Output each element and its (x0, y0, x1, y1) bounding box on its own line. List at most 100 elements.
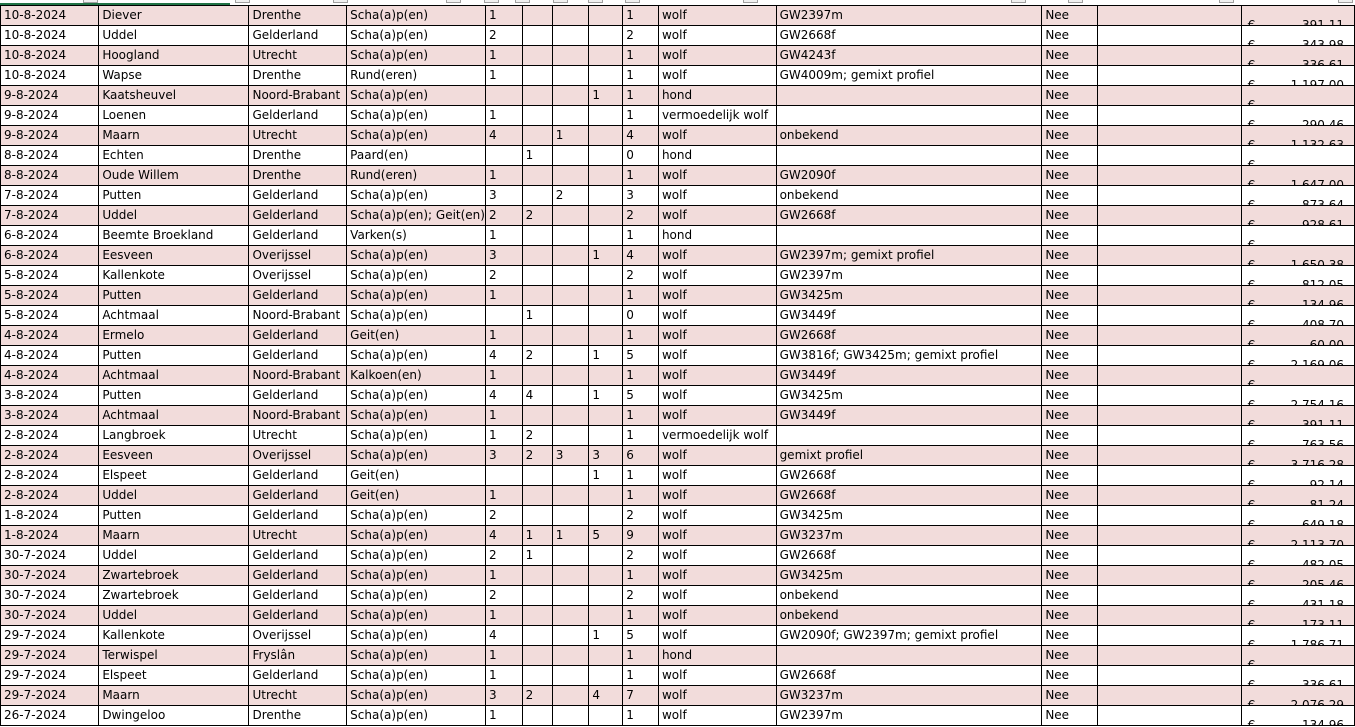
cell-count-d[interactable] (588, 225, 624, 246)
cell-count-d[interactable] (588, 545, 624, 566)
cell-animal[interactable]: Scha(a)p(en) (346, 185, 486, 206)
cell-count-c[interactable] (551, 285, 590, 306)
cell-date[interactable]: 2-8-2024 (0, 445, 100, 466)
cell-note[interactable] (1096, 405, 1242, 426)
cell-province[interactable]: Noord-Brabant (248, 405, 348, 426)
cell-count-b[interactable] (521, 325, 553, 346)
cell-gw-profile[interactable]: GW3425m (775, 565, 1043, 586)
cell-flag[interactable]: Nee (1041, 645, 1098, 666)
cell-province[interactable]: Gelderland (248, 105, 348, 126)
cell-gw-profile[interactable]: GW2668f (775, 465, 1043, 486)
cell-date[interactable]: 29-7-2024 (0, 665, 100, 686)
cell-date[interactable]: 9-8-2024 (0, 105, 100, 126)
cell-count-b[interactable] (521, 65, 553, 86)
cell-note[interactable] (1096, 425, 1242, 446)
cell-count-b[interactable] (521, 485, 553, 506)
cell-animal[interactable]: Scha(a)p(en) (346, 25, 486, 46)
cell-note[interactable] (1096, 305, 1242, 326)
cell-count-b[interactable] (521, 165, 553, 186)
cell-province[interactable]: Gelderland (248, 465, 348, 486)
cell-amount[interactable]: €1.132,63 (1240, 125, 1355, 146)
cell-place[interactable]: Maarn (98, 125, 250, 146)
cell-flag[interactable]: Nee (1041, 385, 1098, 406)
cell-province[interactable]: Gelderland (248, 325, 348, 346)
cell-count-c[interactable] (551, 305, 590, 326)
cell-flag[interactable]: Nee (1041, 265, 1098, 286)
cell-date[interactable]: 2-8-2024 (0, 485, 100, 506)
cell-count-total[interactable]: 1 (622, 65, 659, 86)
cell-count-c[interactable] (551, 405, 590, 426)
cell-note[interactable] (1096, 445, 1242, 466)
cell-date[interactable]: 30-7-2024 (0, 545, 100, 566)
cell-place[interactable]: Zwartebroek (98, 565, 250, 586)
cell-amount[interactable]: €290,46 (1240, 105, 1355, 126)
cell-count-b[interactable] (521, 245, 553, 266)
cell-flag[interactable]: Nee (1041, 125, 1098, 146)
cell-flag[interactable]: Nee (1041, 485, 1098, 506)
cell-animal[interactable]: Kalkoen(en) (346, 365, 486, 386)
cell-count-a[interactable] (484, 85, 523, 106)
cell-count-total[interactable]: 1 (622, 105, 659, 126)
cell-animal[interactable]: Scha(a)p(en) (346, 345, 486, 366)
cell-count-a[interactable]: 1 (484, 665, 523, 686)
filter-dropdown-button[interactable] (625, 0, 640, 3)
cell-animal[interactable]: Scha(a)p(en) (346, 605, 486, 626)
cell-date[interactable]: 7-8-2024 (0, 205, 100, 226)
cell-flag[interactable]: Nee (1041, 665, 1098, 686)
cell-flag[interactable]: Nee (1041, 605, 1098, 626)
cell-count-d[interactable] (588, 265, 624, 286)
cell-note[interactable] (1096, 505, 1242, 526)
cell-cause[interactable]: wolf (657, 505, 777, 526)
cell-count-total[interactable]: 1 (622, 565, 659, 586)
cell-count-a[interactable]: 1 (484, 425, 523, 446)
cell-gw-profile[interactable] (775, 425, 1043, 446)
cell-count-d[interactable] (588, 305, 624, 326)
cell-count-a[interactable]: 1 (484, 165, 523, 186)
cell-date[interactable]: 8-8-2024 (0, 145, 100, 166)
cell-count-c[interactable] (551, 25, 590, 46)
cell-note[interactable] (1096, 525, 1242, 546)
cell-count-c[interactable] (551, 585, 590, 606)
cell-count-total[interactable]: 1 (622, 665, 659, 686)
cell-count-total[interactable]: 3 (622, 185, 659, 206)
cell-count-total[interactable]: 1 (622, 705, 659, 726)
cell-cause[interactable]: hond (657, 645, 777, 666)
cell-flag[interactable]: Nee (1041, 225, 1098, 246)
cell-count-c[interactable] (551, 625, 590, 646)
cell-place[interactable]: Uddel (98, 485, 250, 506)
cell-flag[interactable]: Nee (1041, 145, 1098, 166)
cell-count-c[interactable] (551, 425, 590, 446)
cell-amount[interactable]: €873,64 (1240, 185, 1355, 206)
cell-animal[interactable]: Scha(a)p(en) (346, 585, 486, 606)
cell-count-a[interactable]: 2 (484, 25, 523, 46)
cell-count-d[interactable] (588, 705, 624, 726)
cell-count-a[interactable]: 1 (484, 65, 523, 86)
cell-count-a[interactable]: 2 (484, 585, 523, 606)
cell-animal[interactable]: Geit(en) (346, 325, 486, 346)
cell-count-total[interactable]: 9 (622, 525, 659, 546)
cell-count-a[interactable]: 3 (484, 245, 523, 266)
cell-flag[interactable]: Nee (1041, 345, 1098, 366)
cell-date[interactable]: 3-8-2024 (0, 405, 100, 426)
filter-dropdown-button[interactable] (1338, 0, 1353, 3)
cell-count-a[interactable]: 1 (484, 225, 523, 246)
cell-count-total[interactable]: 1 (622, 365, 659, 386)
cell-cause[interactable]: wolf (657, 485, 777, 506)
cell-cause[interactable]: wolf (657, 705, 777, 726)
cell-cause[interactable]: wolf (657, 125, 777, 146)
cell-cause[interactable]: wolf (657, 445, 777, 466)
cell-animal[interactable]: Scha(a)p(en) (346, 625, 486, 646)
cell-province[interactable]: Utrecht (248, 425, 348, 446)
cell-animal[interactable]: Scha(a)p(en) (346, 105, 486, 126)
cell-date[interactable]: 30-7-2024 (0, 585, 100, 606)
cell-count-d[interactable]: 5 (588, 525, 624, 546)
cell-count-a[interactable]: 1 (484, 5, 523, 26)
cell-gw-profile[interactable]: onbekend (775, 585, 1043, 606)
cell-province[interactable]: Utrecht (248, 685, 348, 706)
cell-place[interactable]: Putten (98, 385, 250, 406)
cell-count-b[interactable] (521, 645, 553, 666)
cell-amount[interactable]: €81,24 (1240, 485, 1355, 506)
cell-cause[interactable]: hond (657, 145, 777, 166)
filter-dropdown-button[interactable] (83, 0, 98, 3)
filter-dropdown-button[interactable] (588, 0, 603, 3)
